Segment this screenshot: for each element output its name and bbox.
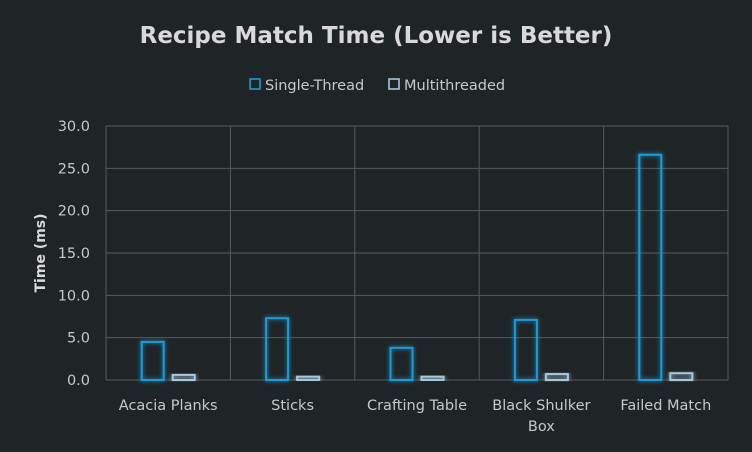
bar-multithreaded-2	[420, 375, 445, 382]
bar-single-thread-3	[513, 318, 538, 381]
legend-swatch-single-thread	[249, 78, 261, 90]
legend-swatch-multithreaded	[388, 78, 400, 90]
bar-single-thread-0	[140, 340, 165, 381]
category-label-line: Acacia Planks	[119, 398, 218, 414]
y-tick-label-3: 15.0	[58, 246, 90, 262]
category-label-line: Failed Match	[620, 398, 711, 414]
y-tick-labels: 0.0 5.0 10.0 15.0 20.0 25.0 30.0	[58, 119, 90, 389]
category-label-3: Black Shulker Box	[492, 398, 590, 435]
chart-title: Recipe Match Time (Lower is Better)	[140, 23, 613, 49]
bar-single-thread-2	[389, 346, 414, 381]
bars	[140, 153, 694, 382]
y-tick-label-1: 5.0	[67, 331, 90, 347]
grid	[105, 125, 729, 381]
y-tick-label-5: 25.0	[58, 161, 90, 177]
bar-multithreaded-4	[669, 372, 694, 381]
y-tick-label-0: 0.0	[67, 373, 90, 389]
bar-single-thread-4	[638, 153, 663, 381]
legend: Single-Thread Multithreaded	[249, 78, 505, 94]
category-label-2: Crafting Table	[367, 398, 467, 414]
category-label-4: Failed Match	[620, 398, 711, 414]
y-tick-label-4: 20.0	[58, 204, 90, 220]
y-tick-label-6: 30.0	[58, 119, 90, 135]
category-label-line: Crafting Table	[367, 398, 467, 414]
legend-label-multithreaded: Multithreaded	[404, 78, 505, 94]
category-label-line: Black Shulker	[492, 398, 590, 414]
category-label-1: Sticks	[271, 398, 314, 414]
bar-single-thread-1	[265, 317, 290, 381]
category-label-0: Acacia Planks	[119, 398, 218, 414]
category-label-line: Sticks	[271, 398, 314, 414]
bar-multithreaded-0	[171, 373, 196, 382]
legend-label-single-thread: Single-Thread	[265, 78, 364, 94]
y-tick-label-2: 10.0	[58, 288, 90, 304]
category-label-line: Box	[528, 419, 555, 435]
bar-multithreaded-3	[544, 373, 569, 382]
category-labels: Acacia Planks Sticks Crafting Table Black S…	[119, 398, 711, 435]
y-axis-title: Time (ms)	[33, 213, 49, 292]
bar-multithreaded-1	[296, 375, 321, 382]
